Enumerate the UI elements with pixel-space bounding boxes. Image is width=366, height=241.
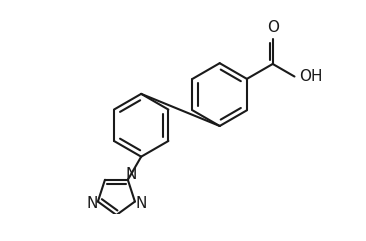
Text: N: N (135, 196, 147, 211)
Text: OH: OH (299, 69, 322, 84)
Text: O: O (267, 20, 279, 35)
Text: N: N (86, 196, 97, 211)
Text: N: N (126, 167, 137, 182)
